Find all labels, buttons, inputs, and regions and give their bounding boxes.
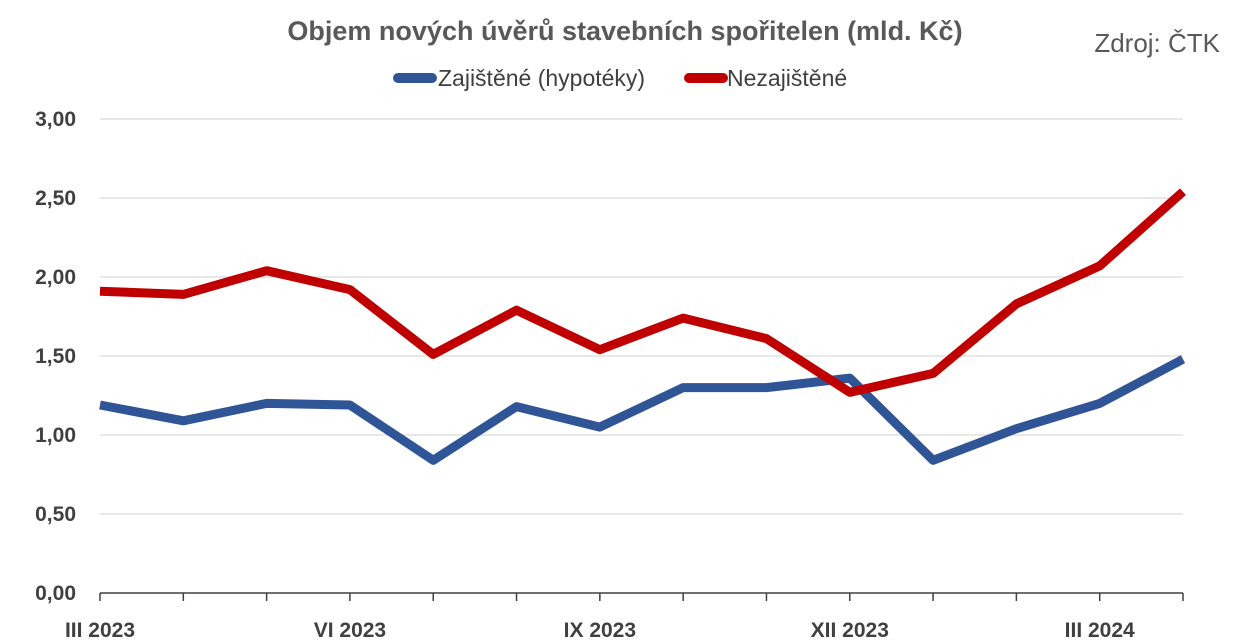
data-point bbox=[932, 459, 934, 461]
y-tick-label: 2,50 bbox=[35, 187, 76, 210]
chart-title: Objem nových úvěrů stavebních spořitelen… bbox=[287, 16, 962, 46]
x-axis: III 2023 VI 2023 IX 2023 XII 2023 III 2024 bbox=[65, 592, 1184, 642]
data-point bbox=[599, 426, 601, 428]
data-point bbox=[765, 338, 767, 340]
data-point bbox=[99, 290, 101, 292]
y-tick-label: 1,50 bbox=[35, 345, 76, 368]
legend-label-zajistene: Zajištěné (hypotéky) bbox=[438, 65, 645, 91]
data-point bbox=[849, 391, 851, 393]
data-point bbox=[682, 317, 684, 319]
data-point bbox=[516, 309, 518, 311]
x-tick-label: VI 2023 bbox=[314, 619, 386, 642]
data-point bbox=[932, 372, 934, 374]
series-line bbox=[99, 188, 1186, 397]
series-nezajistene bbox=[99, 188, 1186, 397]
data-point bbox=[182, 293, 184, 295]
y-tick-label: 2,00 bbox=[35, 266, 76, 289]
data-point bbox=[1099, 402, 1101, 404]
data-point bbox=[182, 420, 184, 422]
data-point bbox=[1182, 191, 1184, 193]
data-point bbox=[1015, 303, 1017, 305]
data-point bbox=[349, 289, 351, 291]
data-point bbox=[1099, 265, 1101, 267]
y-tick-label: 1,00 bbox=[35, 424, 76, 447]
series bbox=[99, 188, 1186, 465]
x-tick-label: III 2024 bbox=[1065, 619, 1135, 642]
data-point bbox=[682, 387, 684, 389]
legend-label-nezajistene: Nezajištěné bbox=[727, 65, 847, 91]
chart-source: Zdroj: ČTK bbox=[1094, 28, 1220, 58]
series-zajistene bbox=[99, 355, 1186, 465]
data-point bbox=[765, 387, 767, 389]
x-tick-label: IX 2023 bbox=[564, 619, 636, 642]
y-tick-label: 0,00 bbox=[35, 582, 76, 605]
y-tick-label: 0,50 bbox=[35, 503, 76, 526]
data-point bbox=[99, 404, 101, 406]
data-point bbox=[349, 404, 351, 406]
gridlines bbox=[100, 118, 1183, 515]
y-axis-ticks: 0,00 0,50 1,00 1,50 2,00 2,50 3,00 bbox=[35, 108, 76, 605]
x-tick-label: XII 2023 bbox=[811, 619, 889, 642]
data-point bbox=[432, 459, 434, 461]
data-point bbox=[599, 349, 601, 351]
y-tick-label: 3,00 bbox=[35, 108, 76, 131]
series-line bbox=[99, 355, 1186, 465]
x-tick-label: III 2023 bbox=[65, 619, 135, 642]
data-point bbox=[849, 377, 851, 379]
data-point bbox=[1182, 358, 1184, 360]
data-point bbox=[266, 270, 268, 272]
data-point bbox=[1015, 428, 1017, 430]
legend: Zajištěné (hypotéky) Nezajištěné bbox=[393, 65, 847, 91]
data-point bbox=[432, 353, 434, 355]
data-point bbox=[266, 402, 268, 404]
data-point bbox=[516, 406, 518, 408]
